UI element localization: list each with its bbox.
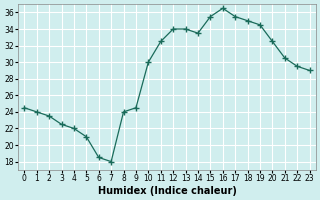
X-axis label: Humidex (Indice chaleur): Humidex (Indice chaleur) (98, 186, 236, 196)
